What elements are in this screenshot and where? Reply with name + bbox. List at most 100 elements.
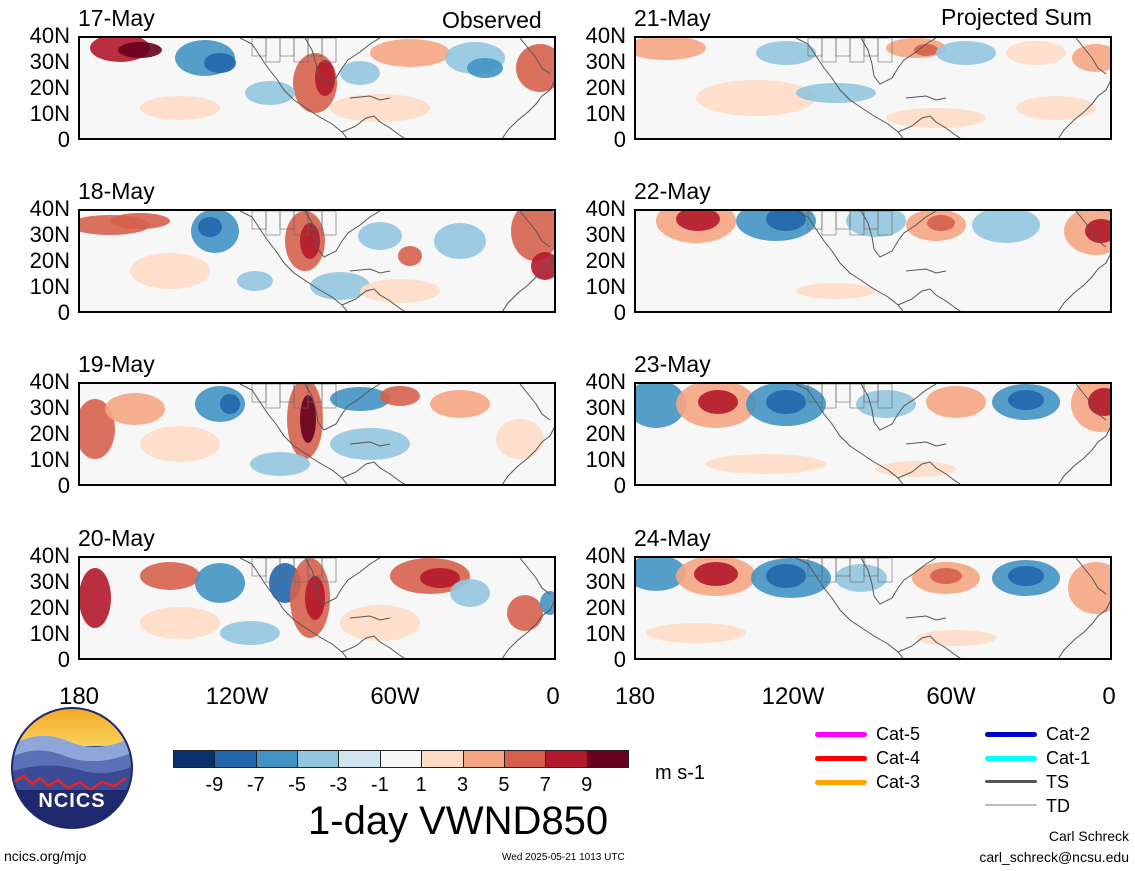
coastline	[795, 558, 904, 658]
anomaly-patch	[467, 58, 503, 78]
projected-map-panel	[634, 556, 1112, 660]
coastline	[304, 211, 381, 258]
coastline	[905, 441, 947, 447]
coastline	[304, 558, 381, 605]
coastline	[897, 635, 961, 658]
coastline	[905, 615, 947, 621]
coastline	[349, 441, 391, 447]
state-boundary	[877, 38, 893, 63]
state-boundary	[877, 211, 893, 236]
y-tick-label: 10N	[29, 447, 70, 472]
x-tick-label: 120W	[205, 683, 269, 710]
colorbar-swatch	[503, 750, 547, 768]
colorbar-label: 3	[456, 774, 469, 796]
anomaly-patch	[220, 621, 280, 645]
anomaly-patch	[694, 562, 738, 586]
track-legend-label: Cat-3	[876, 772, 921, 792]
y-tick-label: 10N	[585, 621, 626, 646]
observed-date-label: 17-May	[78, 5, 155, 31]
colorbar-label: -7	[246, 774, 265, 796]
anomaly-patch	[796, 283, 876, 299]
state-boundary	[821, 211, 837, 236]
coastline	[349, 95, 391, 101]
anomaly-patch	[237, 271, 273, 291]
anomaly-patch	[250, 452, 310, 476]
anomaly-patch	[80, 399, 115, 459]
anomaly-patch	[796, 83, 876, 103]
anomaly-patch	[846, 211, 906, 237]
x-tick-label: 180	[58, 683, 100, 710]
y-tick-label: 10N	[29, 274, 70, 299]
track-legend-line	[815, 780, 867, 785]
coastline	[1075, 558, 1107, 595]
coastline	[239, 558, 348, 658]
map-field	[656, 211, 1110, 311]
footer-email: carl_schreck@ncsu.edu	[979, 849, 1129, 865]
projected-date-label: 22-May	[634, 178, 711, 204]
coastline	[860, 384, 937, 431]
anomaly-patch	[1072, 44, 1110, 72]
coastline	[795, 38, 904, 138]
anomaly-patch	[1085, 219, 1110, 243]
y-tick-label: 40N	[29, 23, 70, 48]
track-legend-label: Cat-2	[1046, 724, 1091, 744]
colorbar-swatch	[173, 750, 216, 768]
colorbar-swatch	[586, 750, 629, 768]
y-tick-label: 0	[57, 647, 70, 672]
anomaly-patch	[370, 39, 450, 67]
y-tick-label: 0	[57, 127, 70, 152]
y-tick-label: 30N	[29, 569, 70, 594]
track-legend-line	[985, 732, 1037, 737]
state-boundary	[265, 211, 281, 236]
colorbar-swatch	[379, 750, 423, 768]
anomaly-patch	[310, 272, 370, 300]
track-legend-line	[815, 756, 867, 761]
coastline	[1075, 38, 1107, 75]
observed-header: Observed	[442, 7, 542, 33]
coastline	[502, 600, 554, 658]
coastline	[341, 288, 405, 311]
map-field	[90, 38, 554, 138]
coastline	[905, 268, 947, 274]
anomaly-patch	[1088, 388, 1110, 416]
y-tick-label: 20N	[29, 248, 70, 273]
state-boundary	[877, 558, 893, 583]
coastline	[239, 211, 348, 311]
footer-url: ncics.org/mjo	[4, 848, 87, 864]
track-legend-label: Cat-5	[876, 724, 921, 744]
coastline	[349, 268, 391, 274]
projected-header: Projected Sum	[941, 4, 1092, 30]
coastline	[897, 461, 961, 484]
anomaly-patch	[434, 223, 486, 259]
coastline	[860, 38, 937, 85]
colorbar-swatch	[255, 750, 299, 768]
y-tick-label: 30N	[585, 395, 626, 420]
coastline	[795, 211, 904, 311]
state-boundary	[321, 211, 337, 236]
y-tick-label: 0	[57, 300, 70, 325]
anomaly-patch	[420, 568, 460, 588]
coastline	[341, 115, 405, 138]
anomaly-patch	[1008, 390, 1044, 410]
observed-map-panel	[78, 36, 556, 140]
anomaly-patch	[696, 80, 816, 116]
anomaly-patch	[398, 246, 422, 266]
anomaly-patch	[636, 558, 686, 591]
x-tick-label: 60W	[370, 683, 420, 710]
y-tick-label: 20N	[29, 595, 70, 620]
track-legend-label: Cat-1	[1046, 748, 1091, 768]
anomaly-patch	[140, 562, 200, 590]
coastline	[349, 615, 391, 621]
anomaly-patch	[511, 211, 554, 261]
anomaly-patch	[856, 390, 916, 418]
y-tick-label: 20N	[585, 421, 626, 446]
y-tick-label: 30N	[29, 395, 70, 420]
coastline	[239, 38, 348, 138]
anomaly-patch	[330, 94, 430, 122]
y-tick-label: 40N	[585, 369, 626, 394]
x-tick-label: 0	[1102, 683, 1116, 710]
track-legend-line	[985, 756, 1037, 761]
state-boundary	[279, 38, 295, 57]
anomaly-patch	[766, 390, 806, 414]
coastline	[502, 80, 554, 138]
